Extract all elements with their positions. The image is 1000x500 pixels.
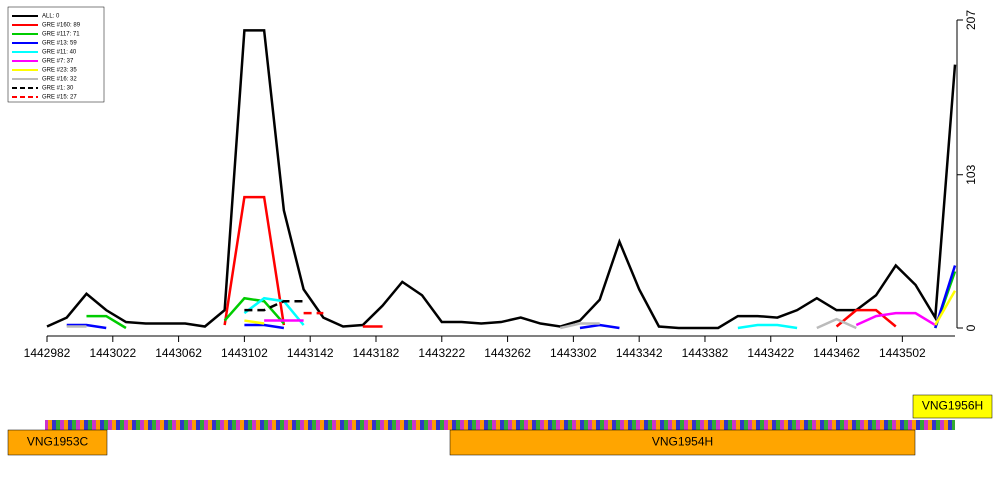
series-line [737,323,798,330]
x-tick-label: 1443102 [221,346,268,360]
series-line [244,319,265,325]
x-tick-label: 1443062 [155,346,202,360]
x-tick-label: 1443182 [353,346,400,360]
x-tick-label: 1443142 [287,346,334,360]
series-line [243,296,305,326]
x-tick-label: 1442982 [24,346,71,360]
series-line [86,314,127,330]
x-tick-label: 1443222 [418,346,465,360]
sequence-track [45,420,955,430]
x-tick-label: 1443342 [616,346,663,360]
x-tick-label: 1443382 [682,346,729,360]
y-tick-label: 103 [964,164,978,184]
legend-box [7,6,105,103]
x-tick-label: 1443022 [89,346,136,360]
series-line [934,290,957,326]
series-line [223,296,285,325]
series-line [66,323,107,330]
x-tick-label: 1443502 [879,346,926,360]
gene-label: VNG1954H [652,435,713,449]
legend-label: GRE #7: 37 [42,59,74,65]
legend-label: GRE #117: 71 [42,32,80,38]
series-line [559,322,600,330]
gene-label: VNG1953C [27,435,89,449]
y-tick-label: 207 [964,10,978,30]
series-line [46,29,957,330]
gene-label: VNG1956H [922,399,983,413]
series-line [244,323,285,330]
gene-box [7,429,108,456]
x-tick-label: 1443462 [813,346,860,360]
legend-label: GRE #11: 40 [42,50,77,56]
legend-label: GRE #1: 30 [42,86,74,92]
x-tick-label: 1443262 [484,346,531,360]
series-line [835,308,897,328]
legend-label: GRE #13: 59 [42,41,77,47]
legend-label: ALL: 0 [42,14,60,20]
gene-box [912,394,993,419]
series-line [244,299,304,312]
legend-label: GRE #16: 32 [42,77,77,83]
legend-label: GRE #15: 27 [42,95,77,101]
legend-label: GRE #23: 35 [42,68,77,74]
y-tick-label: 0 [964,324,978,331]
series-line [816,317,857,330]
x-tick-label: 1443302 [550,346,597,360]
series-line [855,311,936,327]
series-line [223,195,286,326]
gene-box [449,429,916,456]
x-tick-label: 1443422 [747,346,794,360]
series-line [579,323,620,330]
legend-label: GRE #160: 89 [42,23,81,29]
